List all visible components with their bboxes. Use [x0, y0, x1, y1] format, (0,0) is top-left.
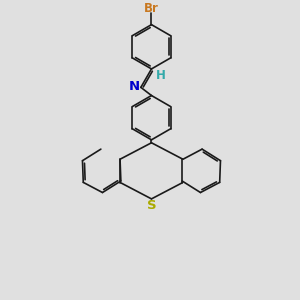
Text: N: N: [128, 80, 140, 93]
Text: S: S: [147, 199, 156, 212]
Text: H: H: [155, 69, 165, 82]
Text: Br: Br: [144, 2, 159, 15]
